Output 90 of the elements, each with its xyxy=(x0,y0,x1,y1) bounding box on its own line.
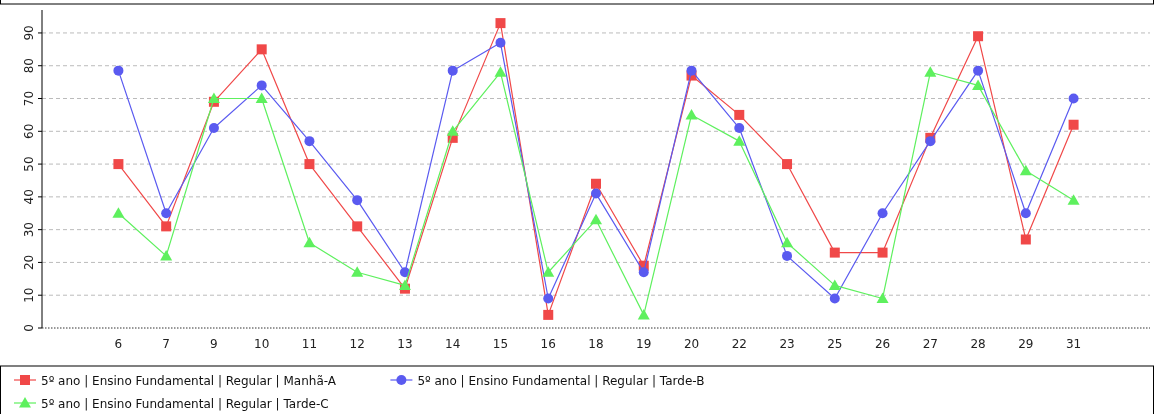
point xyxy=(304,136,315,147)
y-tick-label: 70 xyxy=(22,90,36,107)
point xyxy=(1019,164,1032,176)
x-tick-label: 11 xyxy=(301,337,318,351)
point xyxy=(685,108,698,120)
point xyxy=(829,247,840,258)
point xyxy=(591,178,601,189)
x-tick-label: 9 xyxy=(210,337,218,351)
x-tick-label: 22 xyxy=(731,337,747,351)
x-tick-label: 13 xyxy=(397,337,413,351)
x-tick-label: 31 xyxy=(1065,337,1082,351)
point xyxy=(255,92,268,104)
point xyxy=(1068,119,1079,130)
y-tick-label: 50 xyxy=(22,156,36,172)
y-tick-label: 80 xyxy=(22,58,36,74)
point xyxy=(352,221,363,232)
point xyxy=(495,18,506,29)
y-tick-label: 10 xyxy=(22,287,36,303)
point xyxy=(113,159,124,170)
point xyxy=(447,65,458,76)
y-tick-label: 30 xyxy=(22,222,36,238)
y-tick-label: 0 xyxy=(22,324,36,332)
point xyxy=(1067,194,1080,205)
point xyxy=(208,123,219,134)
legend-label: 5º ano | Ensino Fundamental | Regular | Tarde-C xyxy=(41,396,329,411)
point xyxy=(973,31,984,42)
point xyxy=(972,79,985,90)
point xyxy=(495,37,506,48)
x-tick-label: 23 xyxy=(779,337,795,351)
point xyxy=(782,250,793,261)
point xyxy=(590,213,602,225)
point xyxy=(782,159,793,170)
x-tick-label: 12 xyxy=(349,337,365,351)
legend-label: 5º ano | Ensino Fundamental | Regular | Manhã-A xyxy=(41,373,337,388)
x-tick-label: 29 xyxy=(1018,337,1034,351)
point xyxy=(161,208,172,219)
point xyxy=(446,125,459,136)
point xyxy=(494,66,507,77)
point xyxy=(734,123,745,134)
x-tick-label: 14 xyxy=(445,337,461,351)
point xyxy=(112,207,125,218)
point xyxy=(686,65,697,76)
point xyxy=(638,267,649,278)
y-tick-label: 20 xyxy=(22,254,36,271)
point xyxy=(304,159,315,170)
x-tick-label: 26 xyxy=(874,337,891,351)
point xyxy=(161,221,172,232)
point xyxy=(543,293,554,304)
point xyxy=(160,249,173,261)
x-tick-label: 19 xyxy=(636,337,652,351)
point xyxy=(781,236,794,248)
x-tick-label: 28 xyxy=(970,337,986,351)
point xyxy=(351,266,364,277)
point xyxy=(877,208,888,219)
point xyxy=(876,292,889,303)
point xyxy=(113,65,124,76)
x-tick-label: 20 xyxy=(683,337,700,351)
x-tick-label: 10 xyxy=(254,337,270,351)
x-tick-label: 6 xyxy=(114,337,123,351)
point xyxy=(591,188,601,199)
point xyxy=(256,44,267,55)
x-tick-label: 25 xyxy=(827,337,843,351)
point xyxy=(542,266,555,277)
point xyxy=(256,80,267,91)
y-tick-label: 40 xyxy=(22,189,36,205)
point xyxy=(734,109,745,120)
x-tick-label: 15 xyxy=(492,337,509,351)
point xyxy=(925,136,936,147)
point xyxy=(207,92,220,104)
point xyxy=(828,279,841,290)
point xyxy=(637,308,650,320)
point xyxy=(543,309,554,320)
x-tick-label: 27 xyxy=(922,337,938,351)
point xyxy=(1020,208,1031,219)
y-tick-label: 90 xyxy=(22,25,36,41)
point xyxy=(973,65,984,76)
y-tick-label: 60 xyxy=(22,123,36,139)
point xyxy=(352,195,363,206)
point xyxy=(1068,93,1079,104)
x-tick-label: 18 xyxy=(588,337,604,351)
x-tick-label: 16 xyxy=(540,337,556,351)
point xyxy=(829,293,840,304)
legend-label: 5º ano | Ensino Fundamental | Regular | Tarde-B xyxy=(417,373,705,388)
point xyxy=(877,247,888,258)
x-tick-label: 7 xyxy=(162,337,170,351)
point xyxy=(1020,234,1031,245)
point xyxy=(398,279,411,290)
point xyxy=(924,66,937,77)
point xyxy=(303,236,316,248)
point xyxy=(733,135,746,146)
